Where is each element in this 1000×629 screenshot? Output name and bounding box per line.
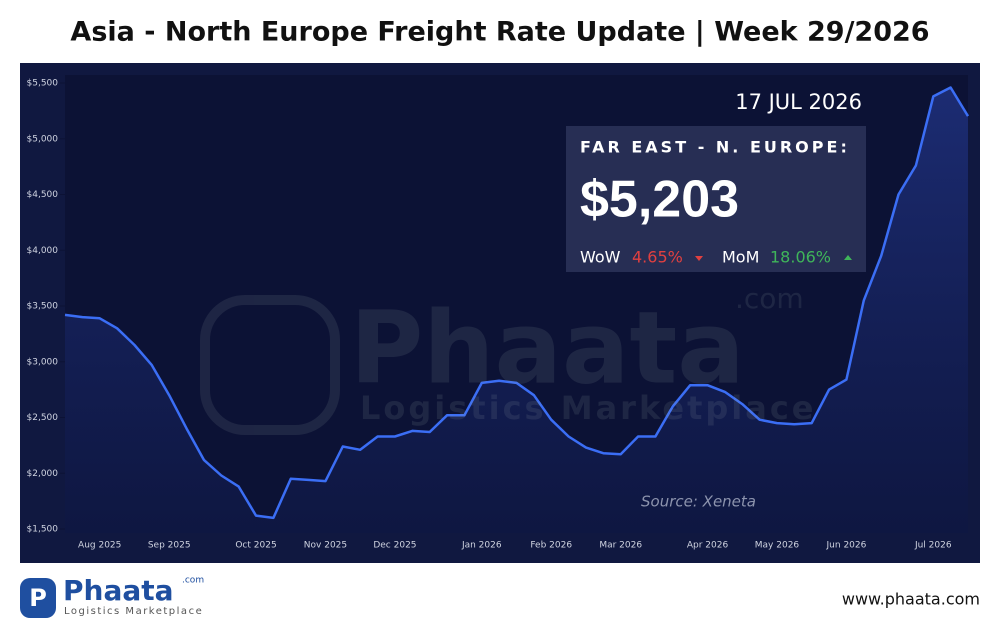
panel-price: $5,203	[580, 171, 739, 229]
y-tick-label: $4,000	[27, 246, 59, 256]
mom-label: MoM	[722, 248, 759, 267]
x-tick-label: Mar 2026	[599, 541, 642, 551]
logo-icon-letter: P	[29, 584, 47, 612]
y-tick-label: $1,500	[27, 525, 59, 535]
plot: $1,500 $2,000 $2,500 $3,000 $3,500 $4,000 $4,5…	[27, 79, 970, 551]
chart-title: Asia - North Europe Freight Rate Update …	[70, 17, 929, 48]
x-tick-label: May 2026	[755, 541, 800, 551]
y-tick-label: $3,500	[27, 302, 59, 312]
x-tick-label: Apr 2026	[687, 541, 729, 551]
x-tick-label: Jul 2026	[914, 541, 952, 551]
wow-value: 4.65%	[632, 248, 683, 267]
y-tick-label: $4,500	[27, 190, 59, 200]
x-tick-label: Jan 2026	[461, 541, 502, 551]
x-tick-label: Jun 2026	[826, 541, 867, 551]
logo-com: .com	[182, 576, 204, 586]
x-tick-label: Aug 2025	[78, 541, 121, 551]
date: 17 JUL 2026	[735, 90, 862, 114]
down-arrow	[695, 256, 703, 261]
logo-icon	[20, 578, 56, 618]
watermark-icon	[200, 295, 340, 435]
x-tick-label: Dec 2025	[373, 541, 416, 551]
watermark-com: .com	[735, 282, 804, 315]
wow-label: WoW	[580, 248, 621, 267]
y-tick-label: $5,500	[27, 79, 59, 89]
line	[64, 86, 970, 520]
y-tick-label: $2,000	[27, 469, 59, 479]
x-tick-label: Sep 2025	[148, 541, 191, 551]
logo-sub: Logistics Marketplace	[64, 606, 203, 617]
mom-value: 18.06%	[770, 248, 831, 267]
y-tick-label: $3,000	[27, 357, 59, 367]
area	[65, 87, 968, 533]
x-tick-label: Nov 2025	[304, 541, 347, 551]
watermark-text: Phaata	[350, 289, 745, 406]
y-tick-label: $5,000	[27, 134, 59, 144]
x-tick-label: Oct 2025	[235, 541, 276, 551]
x-tick-label: Feb 2026	[530, 541, 572, 551]
source: Source: Xeneta	[641, 493, 756, 511]
y-tick-label: $2,500	[27, 413, 59, 423]
logo-text: Phaata	[63, 574, 174, 607]
watermark-sub: Logistics Marketplace	[360, 389, 817, 427]
watermark: Phaata .com Logistics Marketplace	[200, 282, 817, 435]
rate-panel	[566, 126, 866, 272]
up-arrow	[844, 255, 852, 260]
panel-label: FAR EAST - N. EUROPE:	[580, 138, 850, 157]
website: www.phaata.com	[842, 590, 980, 609]
